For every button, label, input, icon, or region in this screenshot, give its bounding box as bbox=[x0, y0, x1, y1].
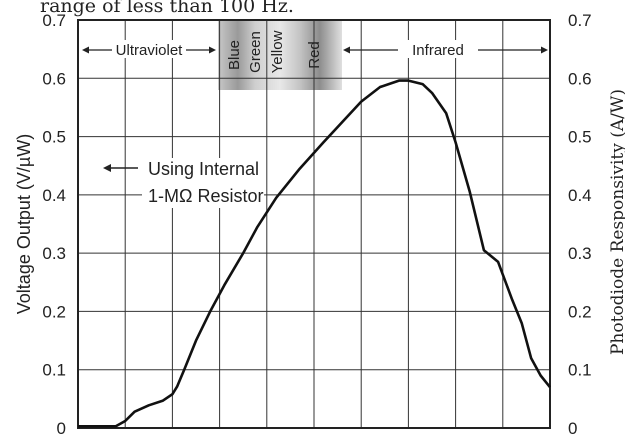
blue-label: Blue bbox=[226, 40, 243, 70]
y-tick-right: 0.5 bbox=[568, 128, 592, 147]
y-axis-label-right: Photodiode Responsivity (A/W) bbox=[608, 89, 625, 355]
page-caption: range of less than 100 Hz. bbox=[40, 0, 294, 17]
y-axis-label-left: Voltage Output (V/µW) bbox=[14, 134, 34, 314]
y-tick-right: 0.7 bbox=[568, 11, 592, 30]
y-tick-right: 0.1 bbox=[568, 361, 592, 380]
y-tick-right: 0.3 bbox=[568, 244, 592, 263]
green-label: Green bbox=[247, 31, 264, 73]
y-tick-right: 0.2 bbox=[568, 302, 592, 321]
y-tick-right: 0.4 bbox=[568, 186, 592, 205]
y-tick-right: 0 bbox=[568, 419, 577, 438]
y-tick-left: 0.6 bbox=[42, 69, 66, 88]
responsivity-curve bbox=[78, 79, 552, 428]
infrared-region: Infrared bbox=[343, 40, 548, 59]
y-tick-left: 0.3 bbox=[42, 244, 66, 263]
y-tick-right: 0.6 bbox=[568, 69, 592, 88]
annotation-line-2: 1-MΩ Resistor bbox=[148, 186, 263, 206]
red-label: Red bbox=[306, 41, 323, 69]
y-tick-left: 0.5 bbox=[42, 128, 66, 147]
infrared-label: Infrared bbox=[412, 42, 464, 59]
y-tick-left: 0.2 bbox=[42, 302, 66, 321]
resistor-annotation: Using Internal 1-MΩ Resistor bbox=[103, 158, 264, 208]
annotation-line-1: Using Internal bbox=[148, 159, 259, 179]
plot-frame bbox=[77, 19, 551, 429]
y-tick-left: 0 bbox=[57, 419, 66, 438]
right-y-ticks: 0 0.1 0.2 0.3 0.4 0.5 0.6 0.7 bbox=[568, 11, 592, 438]
y-tick-left: 0.1 bbox=[42, 361, 66, 380]
yellow-label: Yellow bbox=[269, 30, 286, 73]
y-tick-left: 0.7 bbox=[42, 11, 66, 30]
ultraviolet-label: Ultraviolet bbox=[116, 42, 184, 59]
left-y-ticks: 0 0.1 0.2 0.3 0.4 0.5 0.6 0.7 bbox=[42, 11, 66, 438]
grid bbox=[78, 20, 550, 428]
y-tick-left: 0.4 bbox=[42, 186, 66, 205]
ultraviolet-region: Ultraviolet bbox=[82, 40, 216, 59]
